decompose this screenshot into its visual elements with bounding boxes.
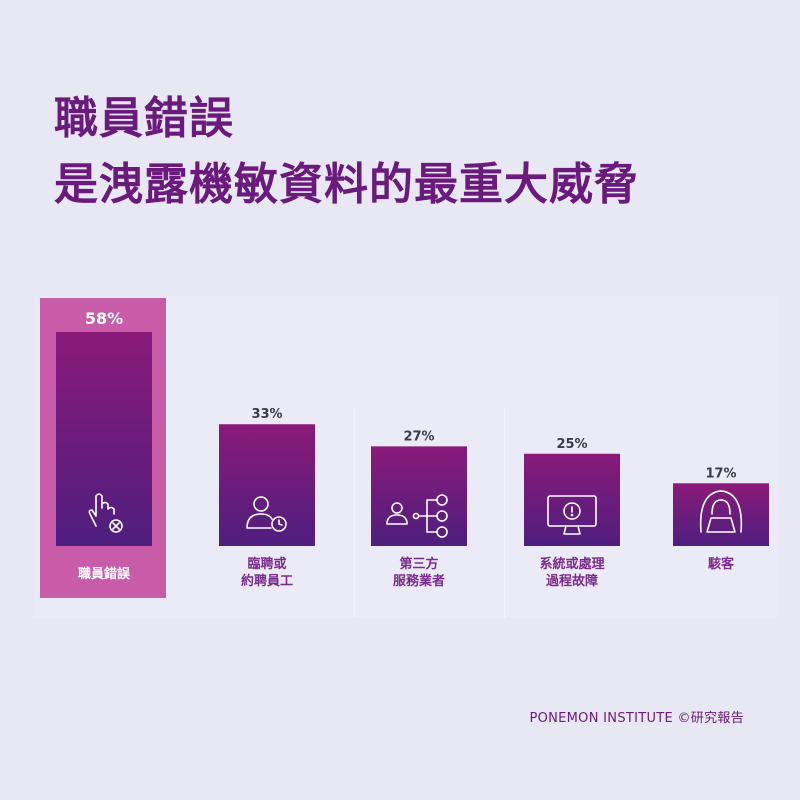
- bar: [524, 453, 620, 546]
- bar: [371, 446, 467, 546]
- category-label: 臨聘或: [247, 556, 286, 572]
- hooded-hacker-icon: [699, 490, 743, 533]
- category-label: 約聘員工: [241, 573, 293, 589]
- title-line-1: 職員錯誤: [54, 93, 234, 144]
- category-label: 駭客: [708, 556, 735, 572]
- monitor-alert-icon: [547, 495, 597, 535]
- bar-value-label: 25%: [556, 437, 587, 452]
- chart-title: 職員錯誤 是洩露機敏資料的最重大威脅: [54, 86, 639, 218]
- bar: [219, 424, 315, 546]
- title-line-2: 是洩露機敏資料的最重大威脅: [54, 159, 639, 210]
- category-label: 第三方: [399, 556, 438, 572]
- category-label: 系統或處理: [539, 556, 604, 572]
- panel-divider: [354, 408, 355, 618]
- category-label: 服務業者: [393, 573, 445, 589]
- bar-value-label: 27%: [403, 429, 434, 444]
- person-network-icon: [386, 494, 448, 538]
- bar: [673, 483, 769, 546]
- source-note: PONEMON INSTITUTE ©研究報告: [529, 711, 744, 726]
- bar-value-label: 33%: [251, 407, 282, 422]
- pointer-hand-x-icon: [88, 493, 123, 533]
- person-clock-icon: [246, 496, 287, 532]
- bar-value-label: 17%: [705, 466, 736, 481]
- bar-value-label: 58%: [85, 309, 123, 328]
- category-label: 過程故障: [545, 573, 598, 589]
- category-label: 職員錯誤: [78, 566, 131, 582]
- bar: [56, 332, 152, 546]
- panel-divider: [504, 408, 505, 618]
